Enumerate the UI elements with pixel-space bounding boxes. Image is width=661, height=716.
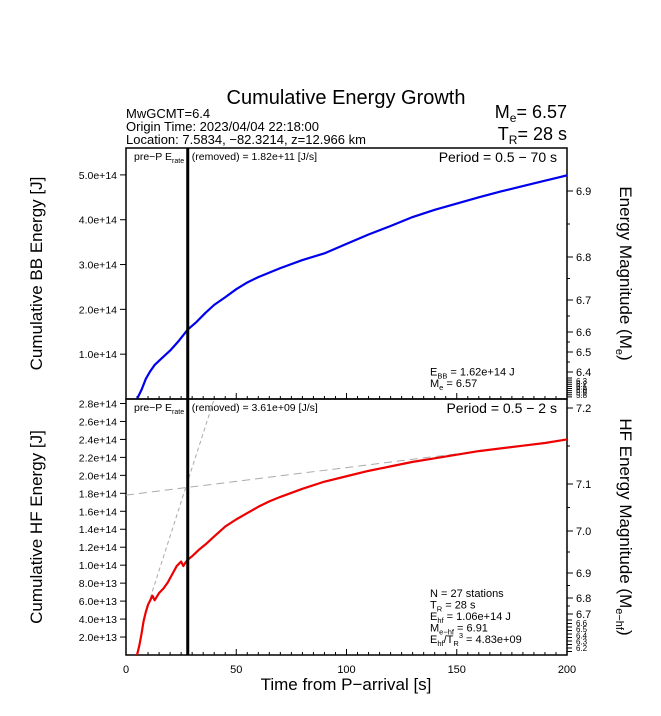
fit-line — [126, 453, 457, 496]
x-tick-label: 150 — [448, 664, 466, 676]
annotation-line: Me−hf = 6.91 — [430, 623, 488, 637]
y-tick-label: 5.0e+14 — [79, 170, 117, 182]
right-y-tick-label: 7.0 — [576, 526, 591, 538]
annotation-line: EBB = 1.62e+14 J — [430, 367, 515, 381]
x-tick-label: 200 — [558, 664, 576, 676]
annotation-line: Ehf/TR3 = 4.83e+09 — [430, 631, 522, 648]
x-tick-label: 50 — [230, 664, 242, 676]
annotation-line: Me = 6.57 — [430, 378, 477, 392]
me-summary: Me= 6.57 — [495, 102, 567, 125]
right-y-tick-label: 6.8 — [576, 593, 591, 605]
right-y-crowded-label: 6.3 — [576, 377, 588, 386]
y-tick-label: 2.4e+14 — [79, 434, 117, 446]
figure-title: Cumulative Energy Growth — [227, 87, 466, 109]
right-y-tick-label: 6.9 — [576, 186, 591, 198]
right-y-tick-label: 7.1 — [576, 479, 591, 491]
bb-energy-panel: 1.0e+142.0e+143.0e+144.0e+145.0e+146.46.… — [27, 147, 635, 400]
hf-energy-panel: 0 50 100 150 200 2.0e+13 4.0e+13 6.0e+13 8.0e+13… — [27, 398, 635, 676]
hf-y-axis-label: Cumulative HF Energy [J] — [27, 430, 46, 624]
x-axis-label: Time from P−arrival [s] — [261, 675, 432, 694]
right-y-crowded-label: 6.3 — [576, 638, 588, 647]
right-y-crowded-label: 6.2 — [576, 644, 588, 653]
y-tick-label: 2.2e+14 — [79, 452, 117, 464]
y-tick-label: 2.8e+14 — [79, 398, 117, 410]
y-tick-label: 3.0e+14 — [79, 260, 117, 272]
y-tick-label: 2.6e+14 — [79, 416, 117, 428]
pre-p-rate-label: pre−P Erate — [134, 402, 184, 416]
period-label: Period = 0.5 − 70 s — [439, 149, 557, 165]
x-tick-label: 0 — [123, 664, 129, 676]
y-tick-label: 1.2e+14 — [79, 542, 117, 554]
right-y-crowded-label: 6.6 — [576, 619, 588, 628]
annotation-line: Ehf = 1.06e+14 J — [430, 611, 511, 625]
right-y-crowded-label: 6.5 — [576, 625, 588, 634]
right-y-crowded-label: 6.4 — [576, 631, 588, 640]
right-y-tick-label: 6.7 — [576, 295, 591, 307]
event-info: MwGCMT=6.4 Origin Time: 2023/04/04 22:18… — [126, 106, 366, 147]
event-info-line: Location: 7.5834, −82.3214, z=12.966 km — [126, 132, 366, 147]
right-y-crowded-label: 5.9 — [576, 388, 588, 397]
tr-summary: TR= 28 s — [498, 124, 567, 147]
right-y-crowded-label: 6.0 — [576, 386, 588, 395]
y-tick-label: 1.0e+14 — [79, 349, 117, 361]
right-y-tick-label: 6.8 — [576, 252, 591, 264]
bb-plot-frame — [125, 147, 568, 400]
bb-right-axis-label: Energy Magnitude (Me) — [613, 186, 635, 360]
bb-y-axis-label: Cumulative BB Energy [J] — [27, 177, 46, 371]
y-tick-label: 2.0e+14 — [79, 470, 117, 482]
right-y-tick-label: 7.2 — [576, 403, 591, 415]
y-tick-label: 6.0e+13 — [79, 596, 117, 608]
right-y-crowded-label: 6.2 — [576, 380, 588, 389]
event-info-line: Origin Time: 2023/04/04 22:18:00 — [126, 119, 319, 134]
right-y-tick-label: 6.6 — [576, 327, 591, 339]
annotation-line: TR = 28 s — [430, 600, 476, 614]
event-info-line: MwGCMT=6.4 — [126, 106, 210, 121]
right-y-tick-label: 6.7 — [576, 609, 591, 621]
right-y-tick-label: 6.9 — [576, 568, 591, 580]
hf-right-axis-label: HF Energy Magnitude (Me−hf) — [613, 418, 635, 635]
right-y-tick-label: 6.5 — [576, 347, 591, 359]
period-label: Period = 0.5 − 2 s — [446, 400, 557, 416]
y-tick-label: 1.4e+14 — [79, 524, 117, 536]
right-y-crowded-label: 6.1 — [576, 383, 588, 392]
y-tick-label: 1.6e+14 — [79, 506, 117, 518]
y-tick-label: 4.0e+13 — [79, 614, 117, 626]
y-tick-label: 1.0e+14 — [79, 560, 117, 572]
fit-line — [147, 399, 215, 605]
y-tick-label: 2.0e+14 — [79, 304, 117, 316]
right-y-crowded-label: 5.8 — [576, 391, 588, 400]
y-tick-label: 1.8e+14 — [79, 488, 117, 500]
y-tick-label: 4.0e+14 — [79, 215, 117, 227]
right-y-tick-label: 6.4 — [576, 367, 591, 379]
bb-energy-curve — [136, 174, 567, 399]
y-tick-label: 8.0e+13 — [79, 578, 117, 590]
hf-energy-curve — [135, 438, 567, 655]
pre-p-rate-value: (removed) = 1.82e+11 [J/s] — [192, 151, 317, 163]
x-tick-label: 100 — [337, 664, 355, 676]
pre-p-rate-label: pre−P Erate — [134, 151, 184, 165]
annotation-line: N = 27 stations — [430, 588, 504, 600]
y-tick-label: 2.0e+13 — [79, 632, 117, 644]
pre-p-rate-value: (removed) = 3.61e+09 [J/s] — [192, 402, 318, 414]
